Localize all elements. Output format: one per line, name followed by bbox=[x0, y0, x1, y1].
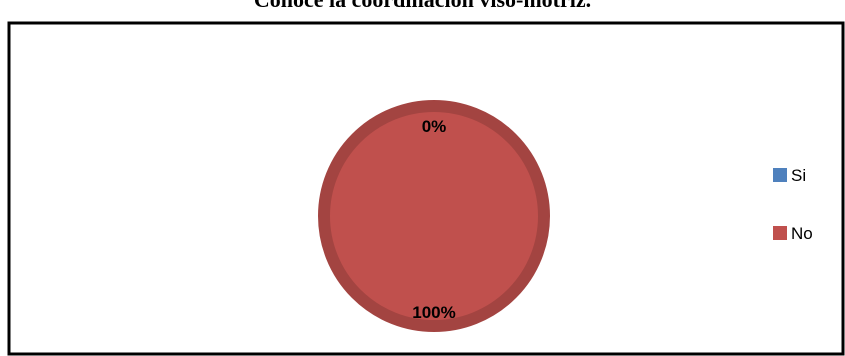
legend-label-no: No bbox=[791, 224, 813, 243]
legend-swatch-si bbox=[773, 168, 787, 182]
legend: Si No bbox=[773, 166, 813, 243]
legend-swatch-no bbox=[773, 226, 787, 240]
data-label-no: 100% bbox=[412, 303, 455, 322]
data-labels: 0% 100% bbox=[412, 117, 455, 322]
pie-group bbox=[318, 100, 550, 332]
legend-label-si: Si bbox=[791, 166, 806, 185]
chart-title: Conoce la coordinación viso-motriz. bbox=[0, 0, 845, 13]
pie-slice-no bbox=[318, 100, 550, 332]
data-label-si: 0% bbox=[422, 117, 447, 136]
